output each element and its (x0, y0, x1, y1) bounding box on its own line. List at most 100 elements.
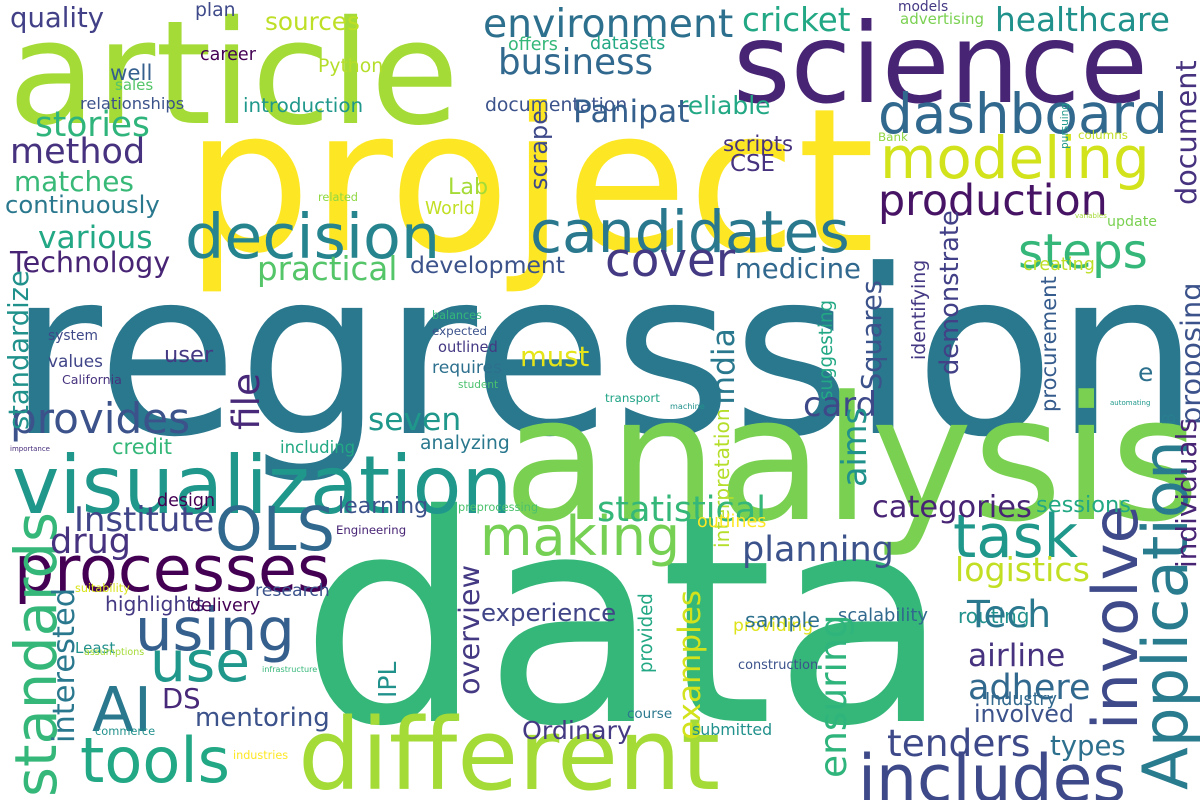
word-cloud-word: introduction (243, 94, 364, 117)
word-cloud-word: requires (432, 358, 503, 378)
word-cloud-word: mentoring (195, 703, 330, 733)
word-cloud-word: transport (605, 391, 660, 405)
word-cloud-word: Python (318, 56, 384, 77)
word-cloud-word: involved (974, 700, 1074, 728)
word-cloud-word: e (1138, 358, 1154, 387)
word-cloud-word: regression (8, 221, 1200, 487)
word-cloud-word: document (1169, 60, 1200, 205)
word-cloud-word: outlined (438, 339, 498, 356)
word-cloud-word: data (300, 454, 951, 790)
word-cloud-word: CSE (730, 151, 775, 177)
word-cloud-word: environment (483, 2, 734, 47)
word-cloud-word: course (627, 706, 673, 722)
word-cloud-word: design (157, 491, 216, 511)
word-cloud-word: decision (185, 201, 441, 273)
word-cloud-word: update (1107, 214, 1157, 230)
word-cloud-word: OLS (215, 495, 335, 565)
word-cloud-word: creating (1023, 255, 1095, 275)
word-cloud-word: modeling (880, 124, 1150, 192)
word-cloud-word: tools (80, 724, 230, 797)
word-cloud-word: industries (233, 749, 289, 762)
word-cloud-word: analyzing (420, 433, 510, 454)
word-cloud-word: must (520, 341, 590, 373)
word-cloud-word: research (255, 581, 330, 601)
word-cloud-word: steps (1018, 224, 1148, 280)
word-cloud-word: procurement (1036, 276, 1061, 412)
word-cloud-word: sources (265, 7, 360, 36)
word-cloud-word: Panipat (573, 94, 690, 130)
word-cloud-word: World (425, 199, 475, 219)
word-cloud-word: columns (1078, 128, 1128, 142)
word-cloud-word: candidates (530, 198, 850, 266)
word-cloud-word: Lab (448, 174, 489, 200)
word-cloud-word: California (62, 372, 122, 387)
word-cloud-word: learning (338, 493, 429, 519)
word-cloud-word: commerce (95, 724, 156, 738)
word-cloud-word: balances (432, 309, 482, 322)
word-cloud-word: preprocessing (458, 500, 539, 514)
word-cloud-word: related (318, 191, 358, 204)
word-cloud-word: card (803, 385, 878, 424)
word-cloud-word: article (8, 0, 460, 157)
word-cloud-word: models (898, 0, 949, 15)
word-cloud-word: career (200, 45, 256, 65)
word-cloud-word: Bank (878, 130, 908, 144)
word-cloud-word: advertising (900, 10, 985, 28)
word-cloud-word: cover (605, 234, 736, 288)
word-cloud-word: planning (742, 530, 894, 570)
word-cloud-word: logistics (955, 550, 1090, 589)
word-cloud-word: involve (1079, 504, 1152, 730)
word-cloud-word: cricket (742, 1, 851, 39)
word-cloud-word: variables (1075, 212, 1107, 220)
word-cloud-word: routing (958, 604, 1030, 628)
word-cloud-word: outlines (697, 512, 767, 532)
word-cloud-word: DS (162, 683, 201, 715)
word-cloud-word: production (878, 176, 1108, 226)
word-cloud-word: medicine (735, 253, 861, 285)
word-cloud-word: interested (47, 587, 82, 743)
word-cloud-word: statistical (597, 490, 766, 530)
word-cloud-word: continuously (5, 190, 160, 219)
word-cloud-word: including (280, 438, 356, 457)
word-cloud-word: relationships (80, 94, 185, 113)
word-cloud-word: submitted (692, 720, 773, 739)
word-cloud-word: quality (10, 2, 105, 34)
word-cloud-word: includes (858, 742, 1127, 800)
word-cloud-word: values (48, 351, 103, 371)
word-cloud-word: credit (112, 435, 173, 459)
word-cloud-word: providing (733, 616, 814, 636)
word-cloud-word: assumptions (84, 647, 145, 658)
word-cloud-word: Least (75, 639, 116, 657)
word-cloud-word: machine (670, 401, 705, 411)
word-cloud-word: adhere (968, 668, 1091, 708)
word-cloud-word: Ordinary (522, 716, 632, 745)
word-cloud-word: experience (481, 598, 617, 627)
word-cloud-word: task (953, 503, 1079, 572)
word-cloud-word: proposing (1174, 282, 1200, 425)
word-cloud-word: system (48, 328, 98, 344)
word-cloud-word: sample (745, 608, 820, 632)
word-cloud-word: stories (35, 105, 150, 145)
word-cloud-word: development (410, 251, 566, 279)
word-cloud-word: sales (115, 76, 154, 94)
word-cloud-word: student (458, 379, 499, 391)
word-cloud-word: visualization (12, 439, 513, 532)
word-cloud-word: examples (672, 589, 708, 740)
word-cloud-word: use (150, 630, 251, 695)
word-cloud-word: dashboard (878, 82, 1168, 146)
word-cloud-word: standardize (4, 270, 35, 430)
word-cloud-word: highlights (105, 592, 205, 616)
word-cloud-word: Engineering (336, 523, 407, 537)
word-cloud-word: matches (14, 165, 134, 198)
word-cloud-word: file (224, 372, 268, 430)
word-cloud-word: aims (835, 407, 874, 487)
word-cloud-word: IPL (373, 661, 402, 698)
word-cloud-word: airline (968, 638, 1066, 674)
word-cloud-word: delivery (190, 596, 261, 616)
word-cloud-word: infrastructure (262, 664, 318, 674)
word-cloud-word: science (733, 1, 1149, 129)
word-cloud-word: Squares (857, 280, 888, 390)
word-cloud-word: construction (738, 658, 819, 673)
word-cloud-word: sessions (1036, 492, 1132, 518)
